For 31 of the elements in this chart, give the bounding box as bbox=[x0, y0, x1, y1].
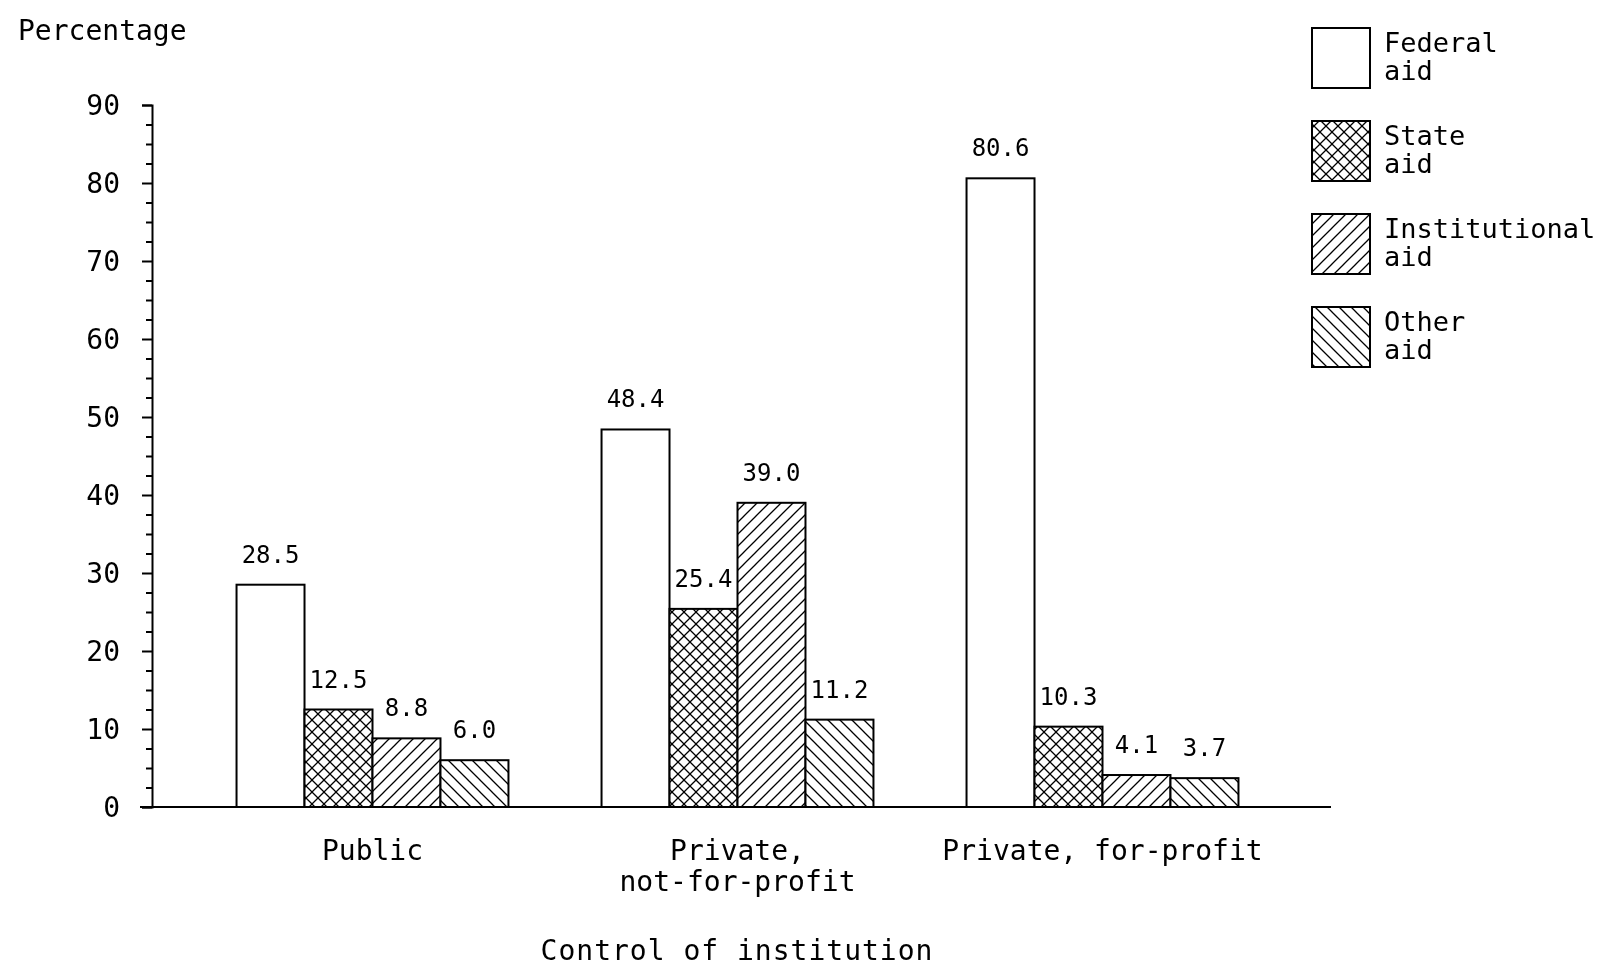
y-tick-label: 60 bbox=[86, 323, 120, 356]
legend-label: State aid bbox=[1384, 120, 1466, 180]
text: 3.7 bbox=[1182, 734, 1227, 763]
y-tick-label: 70 bbox=[86, 245, 120, 278]
text: 80.6 bbox=[971, 134, 1030, 163]
legend-label: Institutional aid bbox=[1384, 213, 1596, 273]
legend-label: Federal aid bbox=[1384, 27, 1498, 87]
y-tick-label: 10 bbox=[86, 713, 120, 746]
x-tick-label: Public bbox=[321, 834, 424, 867]
y-tick-label: 50 bbox=[86, 401, 120, 434]
x-axis-title: Control of institution bbox=[540, 934, 934, 967]
y-tick-label: 20 bbox=[86, 635, 120, 668]
y-tick-label: 40 bbox=[86, 479, 120, 512]
text: 6.0 bbox=[452, 716, 497, 745]
text: 12.5 bbox=[309, 665, 368, 694]
y-tick-label: 0 bbox=[103, 791, 120, 824]
text: 10.3 bbox=[1039, 682, 1098, 711]
x-tick-label: Private, not-for-profit bbox=[619, 834, 856, 898]
x-tick-label: Private, for-profit bbox=[942, 834, 1263, 867]
text: 48.4 bbox=[606, 385, 665, 414]
text: 8.8 bbox=[384, 694, 429, 723]
legend-label: Other aid bbox=[1384, 306, 1466, 366]
text: 28.5 bbox=[241, 540, 300, 569]
text: 39.0 bbox=[742, 458, 801, 487]
text: 4.1 bbox=[1114, 731, 1159, 760]
y-tick-label: 90 bbox=[86, 89, 120, 122]
text: 11.2 bbox=[810, 675, 869, 704]
text: 25.4 bbox=[674, 564, 733, 593]
y-axis-title: Percentage bbox=[18, 14, 187, 47]
y-tick-label: 30 bbox=[86, 557, 120, 590]
y-tick-label: 80 bbox=[86, 167, 120, 200]
